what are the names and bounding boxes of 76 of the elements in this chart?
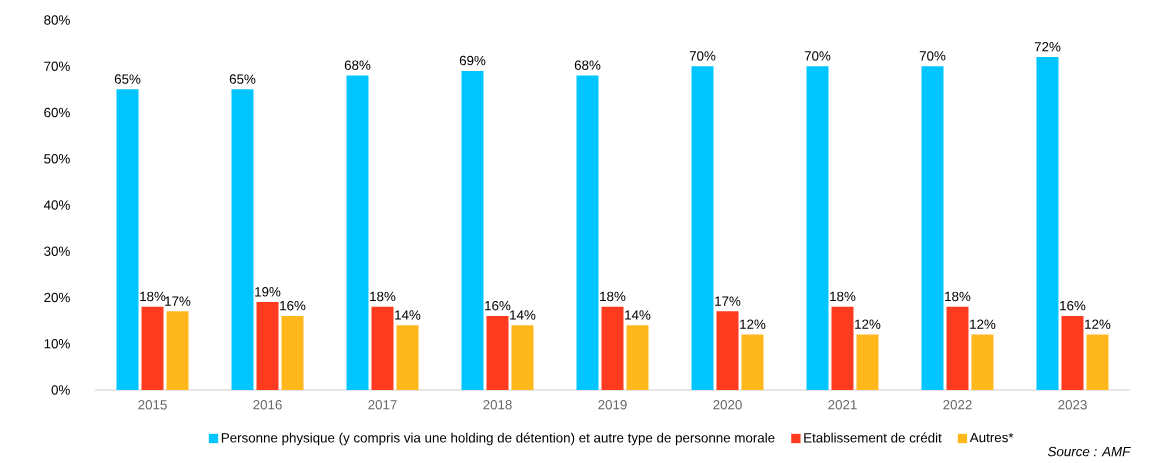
data-label: 68% bbox=[574, 60, 601, 70]
bar bbox=[231, 89, 254, 390]
legend-label: Autres* bbox=[969, 432, 1014, 443]
y-tick-label: 30% bbox=[44, 246, 70, 256]
bar bbox=[1061, 315, 1084, 390]
source-note: Source : AMF bbox=[1047, 446, 1131, 457]
bar bbox=[831, 306, 854, 390]
y-tick-label: 10% bbox=[44, 339, 70, 349]
bar bbox=[626, 325, 649, 390]
data-label: 17% bbox=[715, 296, 741, 306]
data-label: 12% bbox=[1085, 319, 1111, 329]
x-tick-label: 2015 bbox=[138, 400, 167, 410]
bar bbox=[281, 315, 304, 390]
data-label: 18% bbox=[945, 291, 971, 302]
data-label: 16% bbox=[485, 300, 511, 311]
legend-label: Etablissement de crédit bbox=[804, 432, 942, 443]
bar bbox=[396, 325, 419, 390]
bar bbox=[511, 325, 534, 390]
data-label: 18% bbox=[600, 291, 626, 302]
data-label: 12% bbox=[740, 319, 766, 329]
data-label: 70% bbox=[919, 51, 946, 61]
bar bbox=[921, 66, 944, 390]
data-label: 16% bbox=[1060, 300, 1086, 311]
data-label: 12% bbox=[855, 319, 881, 329]
data-label: 70% bbox=[689, 51, 716, 61]
data-label: 70% bbox=[804, 51, 831, 61]
bar bbox=[461, 70, 484, 390]
data-label: 14% bbox=[625, 310, 651, 320]
data-label: 19% bbox=[255, 287, 281, 297]
data-label: 18% bbox=[140, 291, 166, 302]
bar bbox=[716, 311, 739, 390]
bar bbox=[806, 66, 829, 390]
bar bbox=[741, 334, 764, 390]
y-tick-label: 50% bbox=[44, 154, 70, 164]
y-tick-label: 60% bbox=[44, 107, 70, 118]
bar bbox=[486, 315, 509, 390]
data-label: 18% bbox=[830, 291, 856, 302]
data-label: 16% bbox=[280, 300, 306, 311]
data-label: 72% bbox=[1034, 42, 1061, 52]
data-label: 18% bbox=[370, 291, 396, 302]
y-tick-label: 40% bbox=[43, 200, 70, 210]
x-tick-label: 2016 bbox=[253, 400, 282, 410]
bar bbox=[576, 75, 599, 390]
bar bbox=[346, 75, 369, 390]
bar bbox=[1086, 334, 1109, 390]
x-tick-label: 2021 bbox=[828, 400, 857, 410]
legend-label: Personne physique (y compris via une holding de détention) et autre type de personne morale bbox=[221, 432, 775, 446]
x-tick-label: 2018 bbox=[483, 400, 512, 410]
bar bbox=[601, 306, 624, 390]
data-label: 68% bbox=[344, 60, 371, 70]
x-tick-label: 2023 bbox=[1058, 400, 1087, 410]
data-label: 69% bbox=[459, 55, 486, 66]
bar bbox=[166, 311, 189, 390]
x-tick-label: 2019 bbox=[598, 400, 627, 410]
data-label: 14% bbox=[395, 310, 421, 320]
x-tick-label: 2022 bbox=[943, 400, 972, 410]
data-label: 65% bbox=[229, 74, 256, 84]
data-label: 65% bbox=[114, 74, 141, 84]
bar bbox=[256, 302, 279, 390]
x-tick-label: 2020 bbox=[713, 400, 742, 410]
bar bbox=[691, 66, 714, 390]
y-tick-label: 20% bbox=[44, 292, 70, 303]
y-tick-label: 80% bbox=[44, 15, 70, 25]
bar bbox=[1036, 57, 1059, 390]
bar bbox=[116, 89, 139, 390]
x-tick-label: 2017 bbox=[368, 400, 397, 410]
bar bbox=[946, 306, 969, 390]
y-tick-label: 0% bbox=[51, 385, 70, 395]
bar bbox=[856, 334, 879, 390]
data-label: 14% bbox=[510, 310, 536, 320]
bar bbox=[371, 306, 394, 390]
y-tick-label: 70% bbox=[44, 61, 70, 71]
data-label: 12% bbox=[970, 319, 996, 329]
data-label: 17% bbox=[165, 296, 191, 306]
bar bbox=[141, 306, 164, 390]
bar bbox=[971, 334, 994, 390]
